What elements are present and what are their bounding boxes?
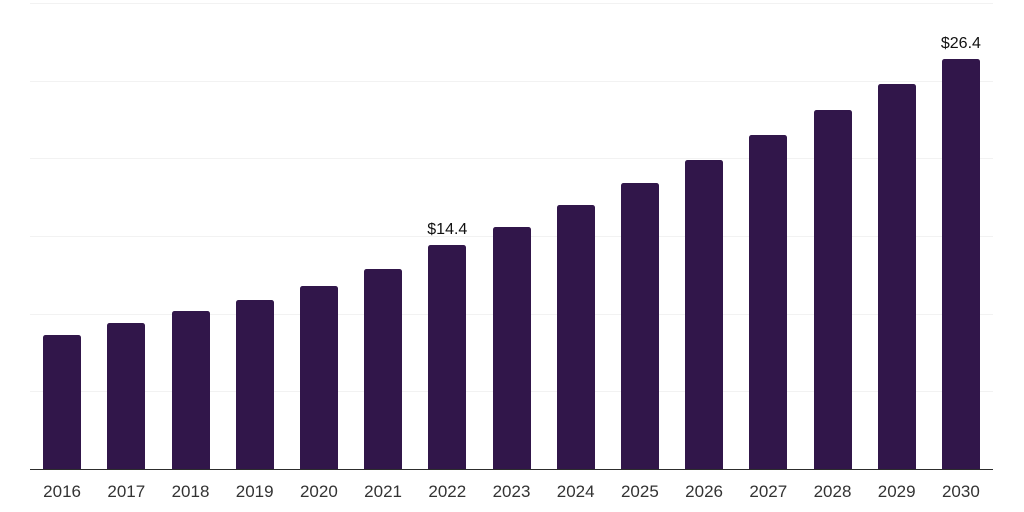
bar-2019: [235, 299, 274, 469]
x-tick-2022: 2022: [428, 482, 467, 501]
plot-area: $14.4 $26.4: [30, 3, 993, 470]
bar-2027: [749, 135, 788, 469]
gridline-y20: [30, 158, 993, 160]
bar-value-label-2022: $14.4: [427, 221, 468, 239]
x-tick-2027: 2027: [749, 482, 788, 501]
x-tick-2016: 2016: [43, 482, 82, 501]
x-tick-2017: 2017: [107, 482, 146, 501]
bar-2023: [492, 226, 531, 469]
bar-2029: [877, 83, 916, 469]
x-tick-2023: 2023: [492, 482, 531, 501]
bar-2016: [43, 335, 82, 469]
x-tick-2019: 2019: [235, 482, 274, 501]
bar-2024: [556, 204, 595, 469]
x-tick-2020: 2020: [299, 482, 338, 501]
x-axis-tick-labels: 2016 2017 2018 2019 2020 2021 2022 2023 2024 2025…: [30, 482, 993, 504]
bar-2022: [428, 245, 467, 469]
x-tick-2021: 2021: [364, 482, 403, 501]
x-tick-2030: 2030: [941, 482, 980, 501]
gridline-y30: [30, 3, 993, 4]
bar-2028: [813, 110, 852, 469]
x-tick-2025: 2025: [620, 482, 659, 501]
bar-2030: [941, 58, 980, 469]
x-axis-line: [30, 468, 993, 470]
bar-2018: [171, 310, 210, 469]
bar-value-label-2030: $26.4: [940, 34, 981, 52]
bar-2020: [299, 285, 338, 469]
bar-2017: [107, 323, 146, 469]
gridline-y25: [30, 80, 993, 82]
x-tick-2024: 2024: [556, 482, 595, 501]
bar-2025: [620, 183, 659, 469]
x-tick-2028: 2028: [813, 482, 852, 501]
x-tick-2026: 2026: [685, 482, 724, 501]
bar-2026: [685, 159, 724, 469]
x-tick-2018: 2018: [171, 482, 210, 501]
x-tick-2029: 2029: [877, 482, 916, 501]
bar-2021: [364, 268, 403, 469]
